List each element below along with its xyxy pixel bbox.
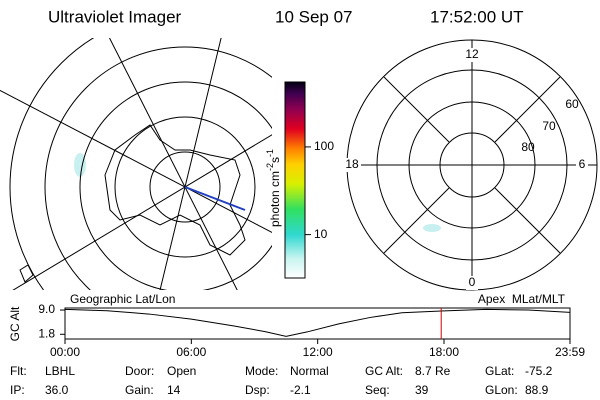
instrument: Ultraviolet Imager bbox=[48, 7, 182, 26]
info-label: GLat: bbox=[485, 364, 514, 378]
timeline-frame bbox=[64, 307, 571, 340]
y-tick-label: 1.8 bbox=[38, 326, 55, 340]
info-value: 8.7 Re bbox=[415, 364, 451, 378]
info-value: 88.9 bbox=[525, 383, 549, 397]
time: 17:52:00 UT bbox=[430, 7, 524, 26]
info-label: Dsp: bbox=[245, 383, 270, 397]
mlat-label: 80 bbox=[521, 140, 535, 154]
info-value: 39 bbox=[415, 383, 429, 397]
info-value: -75.2 bbox=[525, 364, 553, 378]
info-label: GLon: bbox=[485, 383, 518, 397]
x-tick-label: 12:00 bbox=[303, 345, 333, 359]
date: 10 Sep 07 bbox=[275, 7, 353, 26]
timeline: 9.0 1.8 00:00 06:00 12:00 18:00 23:59 bbox=[38, 302, 585, 359]
mlat-label: 60 bbox=[565, 97, 579, 111]
info-value: -2.1 bbox=[290, 383, 311, 397]
info-label: Flt: bbox=[10, 364, 27, 378]
info-value: 14 bbox=[167, 383, 181, 397]
info-value: LBHL bbox=[45, 364, 75, 378]
info-value: Open bbox=[167, 364, 196, 378]
info-label: Door: bbox=[125, 364, 154, 378]
aurora bbox=[74, 153, 86, 177]
info-value: Normal bbox=[290, 364, 329, 378]
colorbar bbox=[284, 81, 306, 279]
info: Flt: LBHL Door: Open Mode: Normal GC Alt: 8.7 R… bbox=[10, 364, 553, 397]
left-panel-label: Geographic Lat/Lon bbox=[70, 292, 175, 306]
x-tick-label: 00:00 bbox=[50, 345, 80, 359]
colorbar-tick-label: 10 bbox=[314, 227, 328, 241]
mlt-label: 12 bbox=[465, 47, 479, 61]
mlt-label: 0 bbox=[469, 275, 476, 289]
colorbar-ticks: 10 100 bbox=[305, 139, 334, 241]
info-label: GC Alt: bbox=[365, 364, 403, 378]
x-tick-label: 23:59 bbox=[555, 345, 585, 359]
info-label: Mode: bbox=[245, 364, 278, 378]
y-tick-label: 9.0 bbox=[38, 302, 55, 316]
altitude-line bbox=[64, 308, 571, 337]
mlt-label: 6 bbox=[579, 157, 586, 171]
info-label: Seq: bbox=[365, 383, 390, 397]
mlat-label: 70 bbox=[542, 119, 556, 133]
right-panel-label: Apex MLat/MLT bbox=[478, 292, 566, 306]
colorbar-tick-label: 100 bbox=[314, 139, 334, 153]
mag-map bbox=[343, 39, 598, 291]
info-label: Gain: bbox=[125, 383, 154, 397]
geo-map bbox=[0, 38, 272, 290]
colorbar-label: photon cm-2s-1 bbox=[265, 149, 282, 227]
x-tick-label: 06:00 bbox=[176, 345, 206, 359]
x-tick-label: 18:00 bbox=[429, 345, 459, 359]
mlt-label: 18 bbox=[345, 157, 359, 171]
info-value: 36.0 bbox=[45, 383, 69, 397]
timeline-ylabel: GC Alt bbox=[8, 306, 22, 341]
info-label: IP: bbox=[10, 383, 25, 397]
